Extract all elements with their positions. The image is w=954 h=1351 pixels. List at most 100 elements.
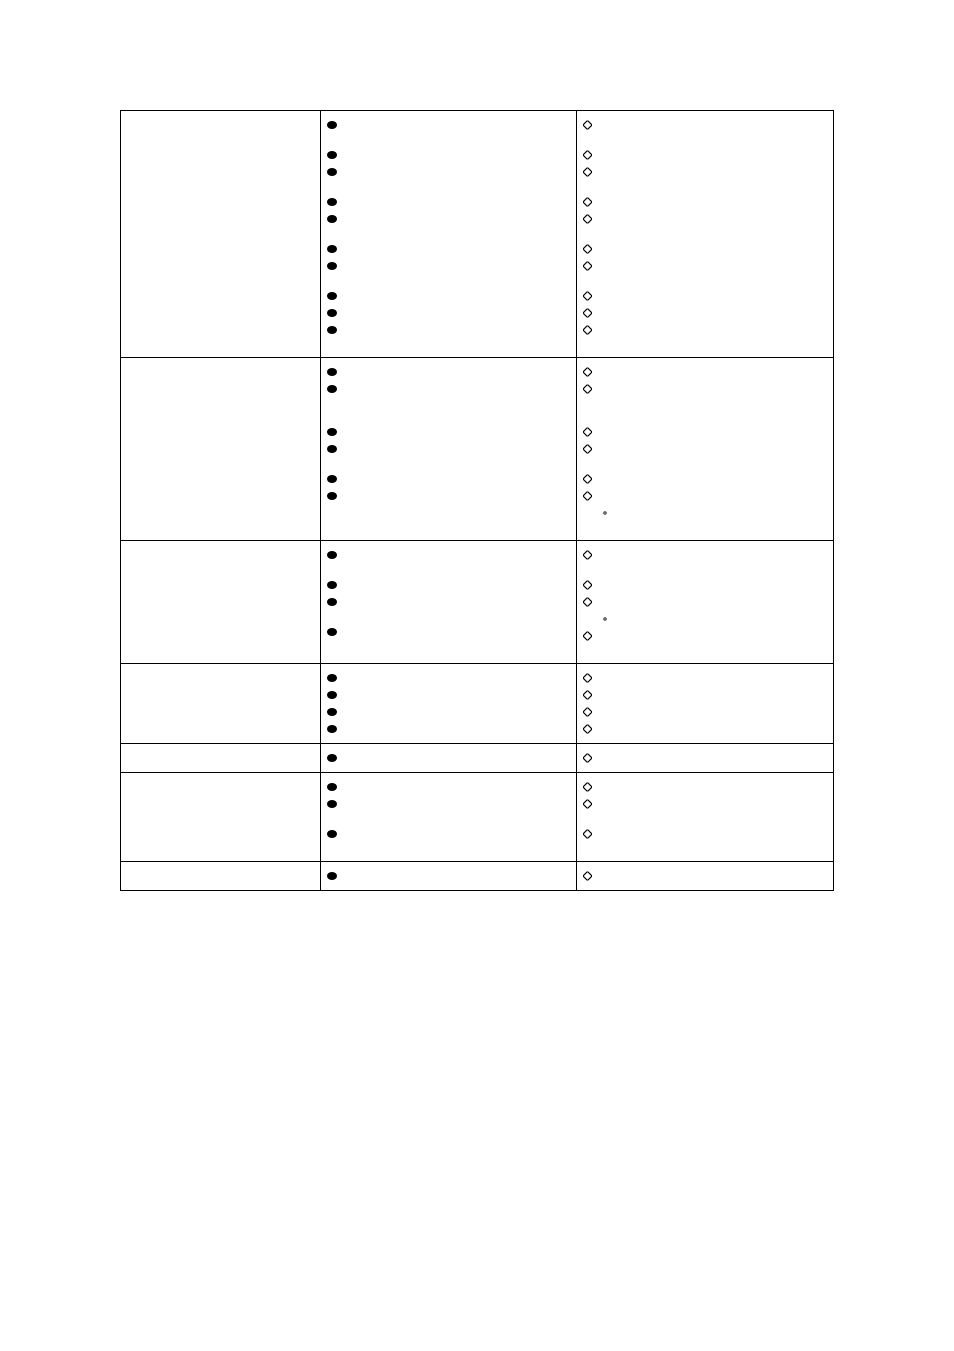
table-cell	[121, 111, 321, 358]
list-line	[583, 722, 827, 736]
diamond-icon	[583, 872, 592, 881]
dot-icon	[327, 445, 337, 453]
blank-line	[583, 844, 827, 854]
list-line	[583, 323, 827, 337]
list-line	[583, 612, 827, 626]
table-cell	[577, 664, 834, 744]
blank-line	[583, 229, 827, 239]
dot-icon	[327, 551, 337, 559]
table-cell	[121, 773, 321, 862]
diamond-icon	[583, 581, 592, 590]
dot-icon	[327, 215, 337, 223]
blank-line	[327, 412, 571, 422]
list-line	[583, 148, 827, 162]
list-line	[583, 289, 827, 303]
dot-icon	[327, 674, 337, 682]
list-line	[327, 242, 571, 256]
table-cell	[577, 744, 834, 773]
list-line	[583, 578, 827, 592]
table-cell	[320, 541, 577, 664]
dot-icon	[327, 368, 337, 376]
table-cell	[121, 664, 321, 744]
list-line	[327, 827, 571, 841]
blank-line	[327, 135, 571, 145]
diamond-icon	[583, 292, 592, 301]
list-line	[327, 195, 571, 209]
blank-line	[327, 565, 571, 575]
diamond-icon	[583, 385, 592, 394]
diamond-icon	[583, 262, 592, 271]
dot-icon	[327, 292, 337, 300]
list-line	[583, 688, 827, 702]
list-line	[327, 671, 571, 685]
list-line	[583, 629, 827, 643]
blank-line	[583, 135, 827, 145]
list-line	[327, 722, 571, 736]
table-row	[121, 541, 834, 664]
table-cell	[577, 541, 834, 664]
dot-icon	[327, 475, 337, 483]
dot-icon	[327, 800, 337, 808]
blank-line	[327, 814, 571, 824]
diamond-icon	[583, 830, 592, 839]
list-line	[327, 306, 571, 320]
blank-line	[327, 459, 571, 469]
list-line	[583, 242, 827, 256]
list-line	[583, 442, 827, 456]
dot-icon	[327, 151, 337, 159]
blank-line	[327, 642, 571, 652]
diamond-icon	[583, 151, 592, 160]
dot-icon	[327, 725, 337, 733]
diamond-icon	[583, 245, 592, 254]
blank-line	[327, 276, 571, 286]
diamond-icon	[583, 551, 592, 560]
list-line	[583, 118, 827, 132]
list-line	[327, 688, 571, 702]
list-line	[327, 548, 571, 562]
dot-icon	[327, 492, 337, 500]
page	[0, 0, 954, 1351]
list-line	[583, 165, 827, 179]
diamond-icon	[583, 368, 592, 377]
diamond-icon	[583, 632, 592, 641]
table-cell	[121, 358, 321, 541]
diamond-icon	[583, 445, 592, 454]
list-line	[583, 195, 827, 209]
diamond-icon	[583, 492, 592, 501]
list-line	[583, 827, 827, 841]
list-line	[583, 306, 827, 320]
diamond-icon	[583, 309, 592, 318]
dot-icon	[327, 309, 337, 317]
blank-line	[583, 182, 827, 192]
list-line	[583, 259, 827, 273]
table-cell	[320, 664, 577, 744]
list-line	[327, 595, 571, 609]
list-line	[327, 780, 571, 794]
blank-line	[327, 519, 571, 529]
dot-icon	[327, 326, 337, 334]
dot-icon	[327, 872, 337, 880]
dot-icon	[327, 581, 337, 589]
diamond-icon	[583, 121, 592, 130]
blank-line	[327, 229, 571, 239]
list-line	[327, 148, 571, 162]
list-line	[327, 212, 571, 226]
list-line	[327, 751, 571, 765]
diamond-icon	[583, 754, 592, 763]
blank-line	[583, 399, 827, 409]
list-line	[327, 323, 571, 337]
ring-icon	[603, 511, 607, 515]
list-line	[583, 869, 827, 883]
blank-line	[583, 565, 827, 575]
dot-icon	[327, 598, 337, 606]
dot-icon	[327, 245, 337, 253]
blank-line	[327, 399, 571, 409]
list-line	[583, 506, 827, 520]
dot-icon	[327, 708, 337, 716]
list-line	[583, 705, 827, 719]
dot-icon	[327, 262, 337, 270]
table-cell	[320, 744, 577, 773]
diamond-icon	[583, 598, 592, 607]
table-cell	[320, 862, 577, 891]
list-line	[327, 382, 571, 396]
